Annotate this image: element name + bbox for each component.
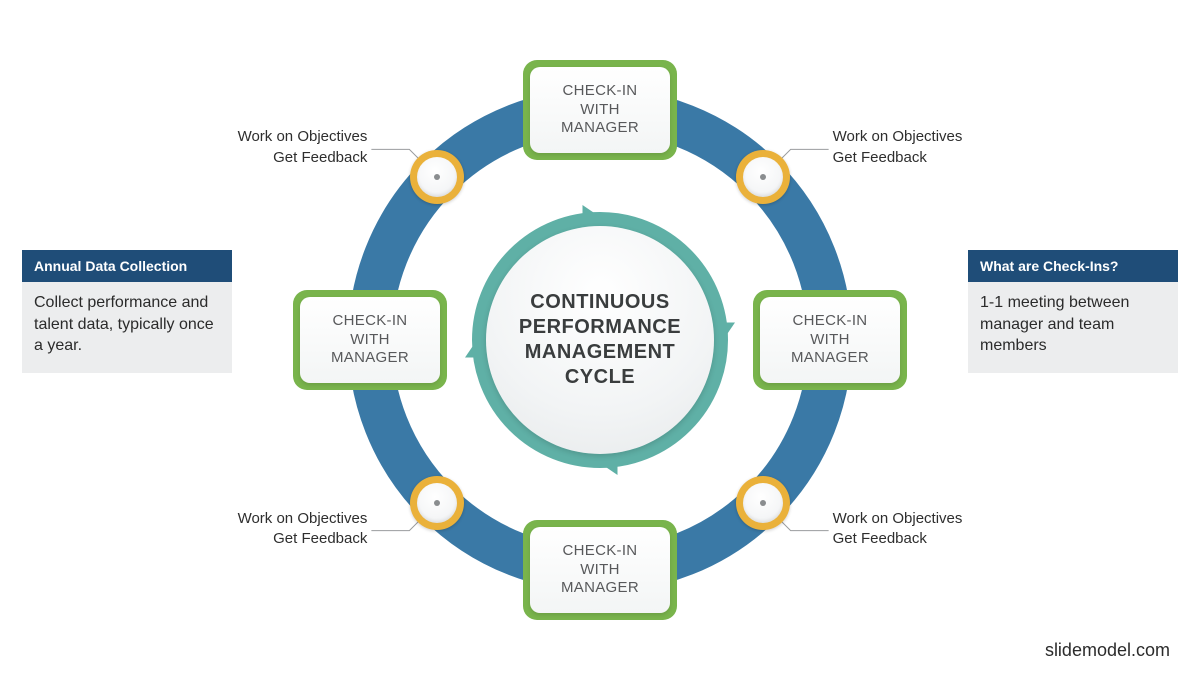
objective-callout: Work on ObjectivesGet Feedback [197,127,367,168]
info-box-left: Annual Data Collection Collect performan… [22,250,232,373]
objective-callout: Work on ObjectivesGet Feedback [833,509,1003,550]
checkin-card-inner: CHECK-INWITHMANAGER [530,67,670,153]
info-right-head: What are Check-Ins? [968,250,1178,282]
footer-attribution: slidemodel.com [1045,640,1170,661]
checkin-card-inner: CHECK-INWITHMANAGER [760,297,900,383]
diagram-stage: CONTINUOUSPERFORMANCEMANAGEMENTCYCLE CHE… [0,0,1200,675]
objective-callout: Work on ObjectivesGet Feedback [833,127,1003,168]
info-right-body: 1-1 meeting between manager and team mem… [968,282,1178,373]
objective-dot-core [760,174,766,180]
checkin-card-label: CHECK-INWITHMANAGER [791,312,869,368]
checkin-card-inner: CHECK-INWITHMANAGER [530,527,670,613]
info-left-body: Collect performance and talent data, typ… [22,282,232,373]
objective-dot-core [760,500,766,506]
checkin-card-label: CHECK-INWITHMANAGER [561,542,639,598]
checkin-card-inner: CHECK-INWITHMANAGER [300,297,440,383]
info-box-right: What are Check-Ins? 1-1 meeting between … [968,250,1178,373]
checkin-card-label: CHECK-INWITHMANAGER [561,82,639,138]
objective-dot-core [434,500,440,506]
objective-callout: Work on ObjectivesGet Feedback [197,509,367,550]
info-left-head: Annual Data Collection [22,250,232,282]
checkin-card-label: CHECK-INWITHMANAGER [331,312,409,368]
